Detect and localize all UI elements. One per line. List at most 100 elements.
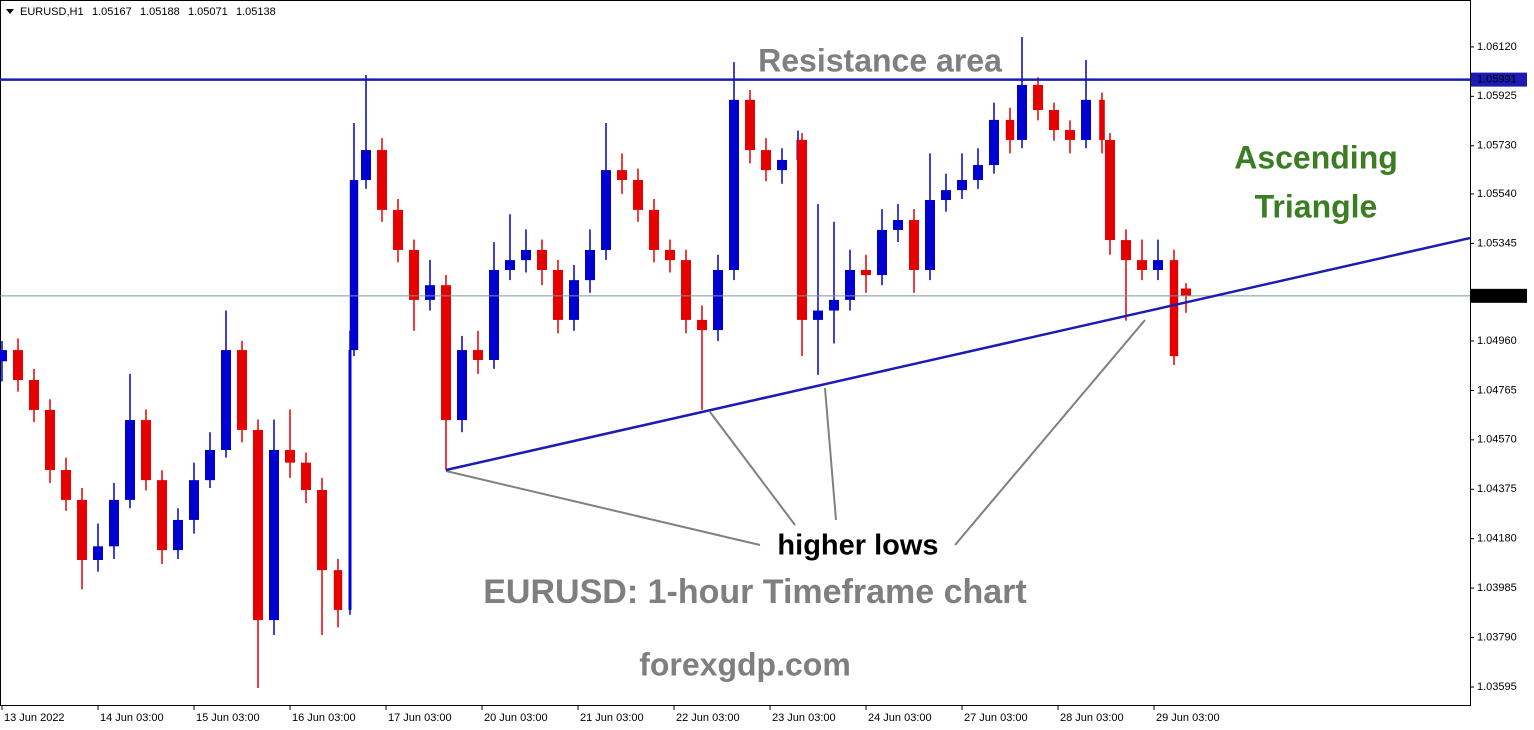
candle-body: [845, 269, 855, 300]
x-tick-label: 13 Jun 2022: [4, 712, 65, 724]
caption: EURUSD: 1-hour Timeframe chart: [483, 573, 1027, 611]
candle-body: [553, 269, 563, 320]
candle-body: [649, 209, 659, 250]
y-tick-label: 1.04570: [1477, 434, 1517, 446]
candle-body: [77, 499, 87, 560]
candle-body: [1137, 260, 1147, 270]
candle-body: [1005, 119, 1015, 140]
resistance-box: [1471, 72, 1527, 87]
candle-body: [925, 200, 935, 270]
candle-body: [941, 190, 951, 201]
candle-body: [1033, 84, 1043, 111]
candle-body: [173, 519, 183, 551]
y-tick-label: 1.05925: [1477, 90, 1517, 102]
x-tick-label: 23 Jun 03:00: [772, 712, 836, 724]
x-tick-label: 24 Jun 03:00: [868, 712, 932, 724]
candle-body: [989, 119, 999, 166]
candle-body: [125, 420, 135, 500]
candle-body: [521, 249, 531, 261]
candle-body: [1153, 260, 1163, 270]
x-tick-label: 15 Jun 03:00: [196, 712, 260, 724]
pointer: [709, 411, 796, 526]
candle-body: [333, 570, 343, 610]
last-price-box: [1471, 288, 1527, 303]
candle-body: [1081, 99, 1091, 140]
pointer: [954, 319, 1146, 546]
candle-body: [393, 209, 403, 250]
y-tick-label: 1.03595: [1477, 681, 1517, 693]
candle-body: [665, 249, 675, 261]
lows-label: higher lows: [777, 530, 938, 562]
ohlc-low: 1.05071: [188, 6, 228, 18]
candle-body: [1169, 260, 1179, 357]
candle-body: [537, 249, 547, 270]
pointers: [445, 319, 1146, 546]
candle-body: [189, 480, 199, 520]
candle-body: [745, 99, 755, 151]
candle-body: [505, 260, 515, 270]
y-tick-label: 1.04375: [1477, 483, 1517, 495]
candle-body: [617, 170, 627, 180]
candle-body: [893, 220, 903, 230]
candle-body: [729, 99, 739, 270]
candle-body: [348, 350, 352, 610]
candle-body: [349, 179, 359, 351]
candle-body: [713, 269, 723, 331]
ohlc-high: 1.05188: [140, 6, 180, 18]
x-tick-label: 14 Jun 03:00: [100, 712, 164, 724]
y-tick-label: 1.05345: [1477, 237, 1517, 249]
candle-body: [909, 220, 919, 270]
x-tick-label: 29 Jun 03:00: [1156, 712, 1220, 724]
y-tick-label: 1.03790: [1477, 631, 1517, 643]
x-tick-label: 22 Jun 03:00: [676, 712, 740, 724]
candle-body: [813, 310, 823, 320]
candle-body: [1049, 110, 1059, 131]
candle-body: [1181, 288, 1191, 296]
candle-body: [253, 429, 263, 621]
candle-body: [489, 269, 499, 360]
candle-body: [1099, 99, 1105, 140]
y-tick-label: 1.04180: [1477, 533, 1517, 545]
y-tick-label: 1.03985: [1477, 582, 1517, 594]
resistance-label: Resistance area: [758, 42, 1002, 78]
candle-body: [301, 462, 311, 491]
candle-body: [221, 350, 231, 450]
ohlc-close: 1.05138: [236, 6, 276, 18]
candle-body: [1121, 240, 1131, 261]
ohlc-open: 1.05167: [92, 6, 132, 18]
candle-body: [409, 249, 419, 300]
menu-arrow: [6, 9, 14, 14]
candle-body: [973, 165, 983, 180]
candle-body: [45, 409, 55, 470]
x-tick-label: 28 Jun 03:00: [1060, 712, 1124, 724]
candle-body: [61, 470, 71, 500]
x-tick-label: 16 Jun 03:00: [292, 712, 356, 724]
x-tick-label: 27 Jun 03:00: [964, 712, 1028, 724]
candle-body: [0, 350, 7, 362]
symbol: EURUSD,H1: [20, 6, 84, 18]
candle-body: [601, 170, 611, 250]
candle-body: [157, 480, 167, 551]
y-tick-label: 1.05730: [1477, 140, 1517, 152]
candle-body: [1065, 130, 1075, 140]
candle-body: [777, 159, 787, 171]
candle-body: [425, 285, 435, 300]
candle-body: [697, 319, 707, 331]
candle-body: [829, 299, 839, 311]
candle-body: [633, 179, 643, 210]
candle-body: [585, 249, 595, 281]
y-tick-label: 1.04765: [1477, 384, 1517, 396]
candle-body: [957, 179, 967, 191]
candle-body: [205, 449, 215, 481]
candle-body: [361, 150, 371, 180]
x-tick-label: 17 Jun 03:00: [388, 712, 452, 724]
candle-body: [877, 229, 887, 276]
candle-body: [109, 499, 119, 547]
y-tick-label: 1.05540: [1477, 188, 1517, 200]
candle-body: [441, 285, 451, 421]
candle-body: [269, 449, 279, 621]
candle-body: [761, 150, 771, 171]
candle-body: [1105, 139, 1115, 241]
candle-body: [861, 269, 871, 276]
